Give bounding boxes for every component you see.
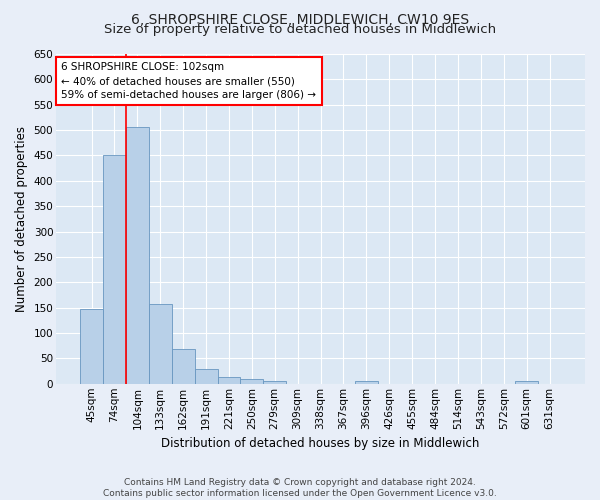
Text: Size of property relative to detached houses in Middlewich: Size of property relative to detached ho… — [104, 22, 496, 36]
Text: 6 SHROPSHIRE CLOSE: 102sqm
← 40% of detached houses are smaller (550)
59% of sem: 6 SHROPSHIRE CLOSE: 102sqm ← 40% of deta… — [61, 62, 316, 100]
Bar — [263, 381, 286, 384]
X-axis label: Distribution of detached houses by size in Middlewich: Distribution of detached houses by size … — [161, 437, 480, 450]
Bar — [515, 380, 538, 384]
Text: 6, SHROPSHIRE CLOSE, MIDDLEWICH, CW10 9ES: 6, SHROPSHIRE CLOSE, MIDDLEWICH, CW10 9E… — [131, 12, 469, 26]
Bar — [103, 156, 126, 384]
Y-axis label: Number of detached properties: Number of detached properties — [15, 126, 28, 312]
Bar — [172, 350, 194, 384]
Text: Contains HM Land Registry data © Crown copyright and database right 2024.
Contai: Contains HM Land Registry data © Crown c… — [103, 478, 497, 498]
Bar — [194, 368, 218, 384]
Bar — [149, 304, 172, 384]
Bar — [218, 377, 241, 384]
Bar — [355, 380, 378, 384]
Bar — [80, 308, 103, 384]
Bar — [241, 378, 263, 384]
Bar — [126, 126, 149, 384]
